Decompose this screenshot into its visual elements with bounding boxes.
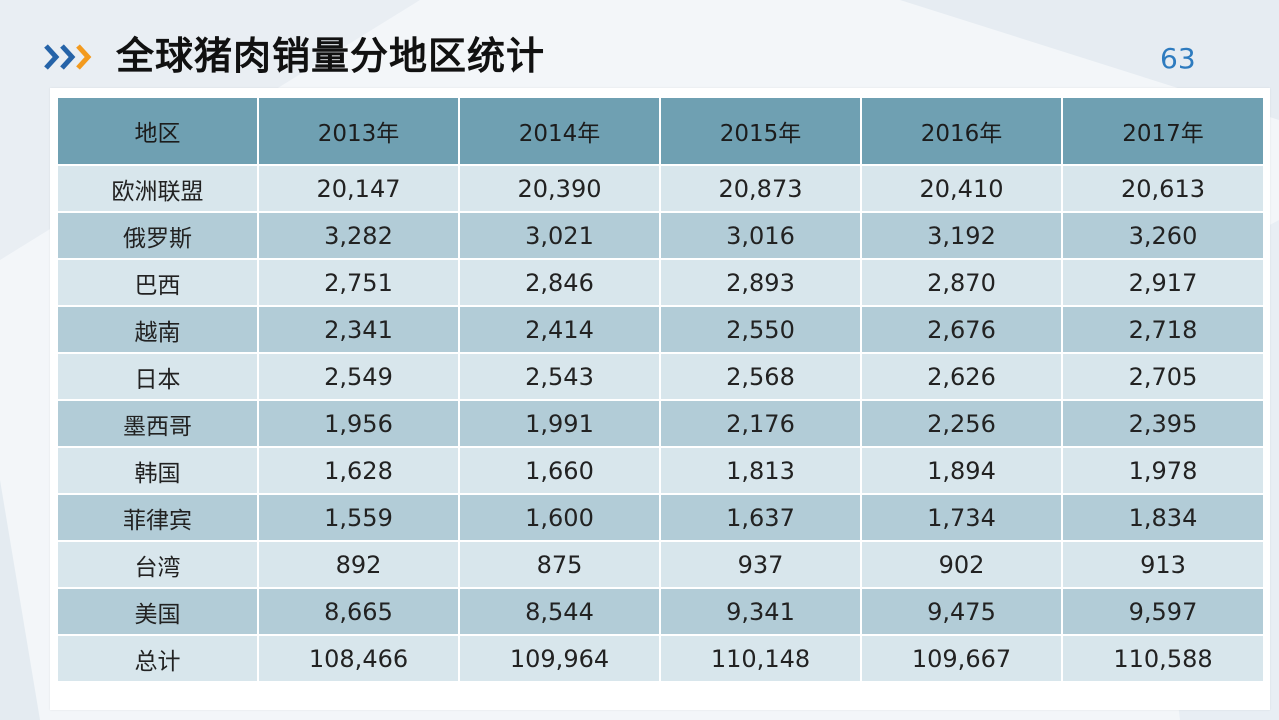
region-cell: 俄罗斯	[56, 211, 259, 260]
table-container: 地区 2013年 2014年 2015年 2016年 2017年 欧洲联盟 20…	[50, 88, 1270, 710]
value-cell: 1,956	[257, 399, 460, 448]
value-cell: 2,676	[860, 305, 1063, 354]
value-cell: 2,705	[1061, 352, 1265, 401]
value-cell: 109,667	[860, 634, 1063, 683]
value-cell: 2,256	[860, 399, 1063, 448]
value-cell: 1,628	[257, 446, 460, 495]
region-cell: 墨西哥	[56, 399, 259, 448]
column-header-2016: 2016年	[860, 96, 1063, 166]
column-header-2013: 2013年	[257, 96, 460, 166]
column-header-region: 地区	[56, 96, 259, 166]
value-cell: 2,549	[257, 352, 460, 401]
value-cell: 3,282	[257, 211, 460, 260]
pork-sales-table: 地区 2013年 2014年 2015年 2016年 2017年 欧洲联盟 20…	[56, 96, 1265, 683]
region-cell: 越南	[56, 305, 259, 354]
value-cell: 2,917	[1061, 258, 1265, 307]
value-cell: 109,964	[458, 634, 661, 683]
table-row: 日本 2,549 2,543 2,568 2,626 2,705	[56, 352, 1265, 401]
value-cell: 20,613	[1061, 164, 1265, 213]
value-cell: 2,550	[659, 305, 862, 354]
value-cell: 2,626	[860, 352, 1063, 401]
table-row: 俄罗斯 3,282 3,021 3,016 3,192 3,260	[56, 211, 1265, 260]
table-row: 墨西哥 1,956 1,991 2,176 2,256 2,395	[56, 399, 1265, 448]
table-row: 台湾 892 875 937 902 913	[56, 540, 1265, 589]
value-cell: 2,341	[257, 305, 460, 354]
value-cell: 20,147	[257, 164, 460, 213]
value-cell: 3,192	[860, 211, 1063, 260]
value-cell: 2,718	[1061, 305, 1265, 354]
page-number: 63	[1160, 42, 1196, 75]
value-cell: 20,410	[860, 164, 1063, 213]
value-cell: 20,390	[458, 164, 661, 213]
value-cell: 8,544	[458, 587, 661, 636]
value-cell: 9,341	[659, 587, 862, 636]
region-cell: 韩国	[56, 446, 259, 495]
table-row: 越南 2,341 2,414 2,550 2,676 2,718	[56, 305, 1265, 354]
value-cell: 937	[659, 540, 862, 589]
value-cell: 1,660	[458, 446, 661, 495]
value-cell: 2,568	[659, 352, 862, 401]
region-cell: 总计	[56, 634, 259, 683]
value-cell: 1,978	[1061, 446, 1265, 495]
value-cell: 2,543	[458, 352, 661, 401]
table-header-row: 地区 2013年 2014年 2015年 2016年 2017年	[56, 96, 1265, 166]
region-cell: 美国	[56, 587, 259, 636]
slide-title: 全球猪肉销量分地区统计	[116, 34, 546, 78]
region-cell: 巴西	[56, 258, 259, 307]
region-cell: 菲律宾	[56, 493, 259, 542]
table-row: 美国 8,665 8,544 9,341 9,475 9,597	[56, 587, 1265, 636]
value-cell: 1,991	[458, 399, 661, 448]
value-cell: 1,637	[659, 493, 862, 542]
region-cell: 台湾	[56, 540, 259, 589]
chevrons-right-icon	[44, 44, 92, 70]
value-cell: 2,870	[860, 258, 1063, 307]
value-cell: 3,260	[1061, 211, 1265, 260]
value-cell: 2,893	[659, 258, 862, 307]
table-row: 菲律宾 1,559 1,600 1,637 1,734 1,834	[56, 493, 1265, 542]
value-cell: 3,016	[659, 211, 862, 260]
value-cell: 1,894	[860, 446, 1063, 495]
value-cell: 9,597	[1061, 587, 1265, 636]
value-cell: 2,414	[458, 305, 661, 354]
value-cell: 902	[860, 540, 1063, 589]
table-row: 欧洲联盟 20,147 20,390 20,873 20,410 20,613	[56, 164, 1265, 213]
region-cell: 日本	[56, 352, 259, 401]
region-cell: 欧洲联盟	[56, 164, 259, 213]
value-cell: 1,559	[257, 493, 460, 542]
value-cell: 9,475	[860, 587, 1063, 636]
value-cell: 110,148	[659, 634, 862, 683]
slide-header: 全球猪肉销量分地区统计 63	[0, 22, 1279, 92]
value-cell: 8,665	[257, 587, 460, 636]
value-cell: 3,021	[458, 211, 661, 260]
value-cell: 913	[1061, 540, 1265, 589]
value-cell: 1,600	[458, 493, 661, 542]
value-cell: 2,176	[659, 399, 862, 448]
value-cell: 20,873	[659, 164, 862, 213]
value-cell: 892	[257, 540, 460, 589]
value-cell: 2,846	[458, 258, 661, 307]
column-header-2017: 2017年	[1061, 96, 1265, 166]
value-cell: 875	[458, 540, 661, 589]
table-row: 巴西 2,751 2,846 2,893 2,870 2,917	[56, 258, 1265, 307]
value-cell: 1,834	[1061, 493, 1265, 542]
value-cell: 1,813	[659, 446, 862, 495]
value-cell: 2,395	[1061, 399, 1265, 448]
value-cell: 2,751	[257, 258, 460, 307]
table-row-total: 总计 108,466 109,964 110,148 109,667 110,5…	[56, 634, 1265, 683]
value-cell: 108,466	[257, 634, 460, 683]
value-cell: 1,734	[860, 493, 1063, 542]
value-cell: 110,588	[1061, 634, 1265, 683]
table-row: 韩国 1,628 1,660 1,813 1,894 1,978	[56, 446, 1265, 495]
column-header-2014: 2014年	[458, 96, 661, 166]
column-header-2015: 2015年	[659, 96, 862, 166]
